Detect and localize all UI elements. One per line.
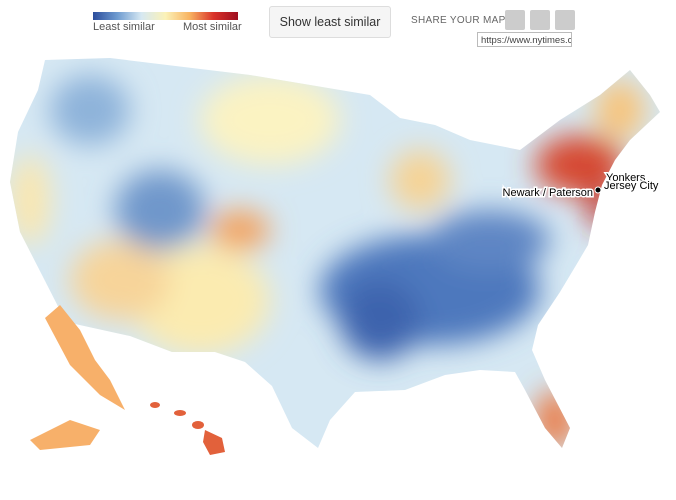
toggle-button[interactable]: Show least similar [269, 6, 391, 38]
legend-gradient [93, 12, 238, 20]
city-dot [594, 186, 602, 194]
share-url[interactable]: https://www.nytimes.cc [477, 32, 572, 47]
hawaii [150, 402, 225, 455]
facebook-icon[interactable] [505, 10, 525, 30]
city-label: Yonkers [606, 172, 646, 184]
share-label: SHARE YOUR MAP: [411, 15, 509, 26]
legend-label: Most similar [183, 21, 242, 33]
us-map [10, 58, 660, 448]
link-icon[interactable] [555, 10, 575, 30]
city-label: Jersey City [604, 180, 659, 192]
alaska [30, 305, 125, 450]
legend-label: Least similar [93, 21, 155, 33]
city-label: Newark / Paterson [503, 187, 593, 199]
twitter-icon[interactable] [530, 10, 550, 30]
